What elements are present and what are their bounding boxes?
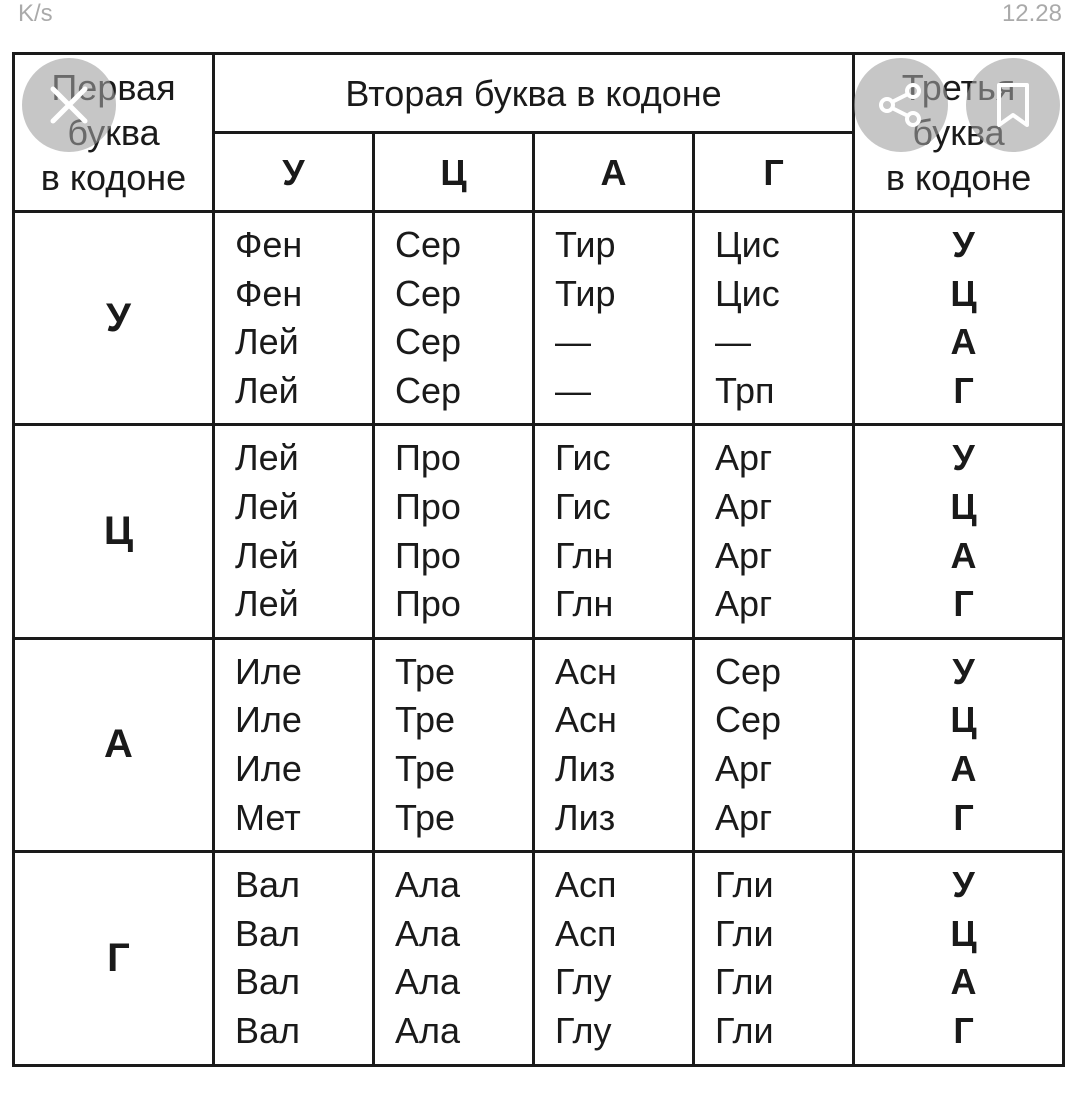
- third-letter-cell: УЦАГ: [854, 638, 1064, 851]
- first-letter-cell: Ц: [14, 425, 214, 638]
- close-button[interactable]: [22, 58, 116, 152]
- amino-cell: СерСерАргАрг: [694, 638, 854, 851]
- header-col-c: Ц: [374, 133, 534, 212]
- bookmark-icon: [993, 81, 1033, 129]
- header-col-a: А: [534, 133, 694, 212]
- status-left-text: K/s: [18, 0, 53, 28]
- table-row: ГВалВалВалВалАлаАлаАлаАлаАспАспГлуГлуГли…: [14, 852, 1064, 1065]
- bookmark-button[interactable]: [966, 58, 1060, 152]
- header-second-letter-group: Вторая буква в кодоне: [214, 54, 854, 133]
- amino-cell: ЛейЛейЛейЛей: [214, 425, 374, 638]
- share-button[interactable]: [854, 58, 948, 152]
- codon-table: Перваябуквав кодоне Вторая буква в кодон…: [12, 52, 1065, 1067]
- amino-cell: АлаАлаАлаАла: [374, 852, 534, 1065]
- header-col-g: Г: [694, 133, 854, 212]
- first-letter-cell: Г: [14, 852, 214, 1065]
- amino-cell: ТирТир——: [534, 212, 694, 425]
- amino-cell: ЦисЦис—Трп: [694, 212, 854, 425]
- first-letter-cell: У: [14, 212, 214, 425]
- share-icon: [876, 80, 926, 130]
- amino-cell: ФенФенЛейЛей: [214, 212, 374, 425]
- table-row: ЦЛейЛейЛейЛейПроПроПроПроГисГисГлнГлнАрг…: [14, 425, 1064, 638]
- amino-cell: ПроПроПроПро: [374, 425, 534, 638]
- third-letter-cell: УЦАГ: [854, 212, 1064, 425]
- amino-cell: АргАргАргАрг: [694, 425, 854, 638]
- table-row: АИлеИлеИлеМетТреТреТреТреАснАснЛизЛизСер…: [14, 638, 1064, 851]
- status-bar: K/s 12.28: [0, 0, 1080, 30]
- third-letter-cell: УЦАГ: [854, 852, 1064, 1065]
- close-icon: [47, 83, 91, 127]
- first-letter-cell: А: [14, 638, 214, 851]
- third-letter-cell: УЦАГ: [854, 425, 1064, 638]
- amino-cell: СерСерСерСер: [374, 212, 534, 425]
- amino-cell: АснАснЛизЛиз: [534, 638, 694, 851]
- amino-cell: АспАспГлуГлу: [534, 852, 694, 1065]
- amino-cell: ВалВалВалВал: [214, 852, 374, 1065]
- table-row: УФенФенЛейЛейСерСерСерСерТирТир——ЦисЦис—…: [14, 212, 1064, 425]
- amino-cell: ИлеИлеИлеМет: [214, 638, 374, 851]
- amino-cell: ТреТреТреТре: [374, 638, 534, 851]
- amino-cell: ГисГисГлнГлн: [534, 425, 694, 638]
- amino-cell: ГлиГлиГлиГли: [694, 852, 854, 1065]
- header-col-u: У: [214, 133, 374, 212]
- status-right-text: 12.28: [1002, 0, 1062, 28]
